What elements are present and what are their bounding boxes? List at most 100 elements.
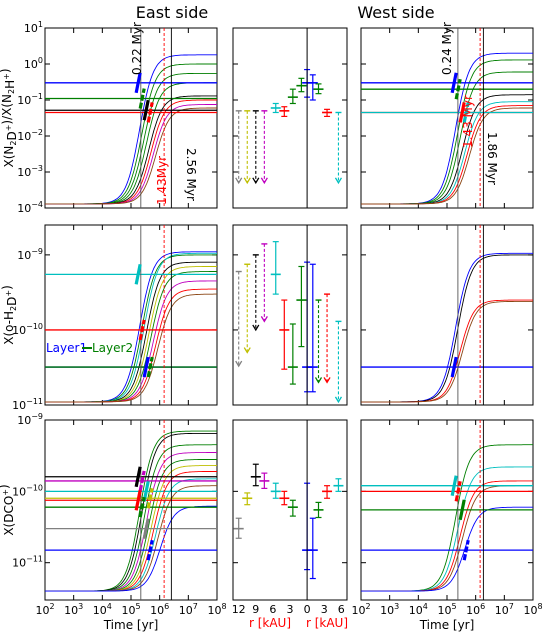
r-tick-label-east: 0 <box>304 603 311 616</box>
row1-ytick-label: 10−4 <box>17 200 43 215</box>
row2-ylabel-sup: + <box>4 290 13 297</box>
row1-west-match-cyan <box>462 102 470 123</box>
row1-east-match-black <box>142 99 150 121</box>
east-time-tick-label: 107 <box>179 602 198 617</box>
row2-ylabel-sub: 2 <box>9 306 18 311</box>
row2-ylabel-part: ) <box>0 285 14 290</box>
row3-west-model-brown <box>361 485 533 592</box>
row1-ylabel-part: D <box>5 131 19 140</box>
row1-middle-panel <box>232 27 348 209</box>
row1-ytick-label-exp: 1 <box>38 20 43 29</box>
west-time-tick-label-exp: 3 <box>394 602 399 611</box>
row3-ytick-label-base: 10 <box>17 414 31 427</box>
east-time-tick-label: 105 <box>121 602 140 617</box>
row3-ylabel: X(DCO+) <box>0 484 16 535</box>
row2-west-panel <box>360 224 534 406</box>
row1-west-match-blue <box>450 72 458 94</box>
west-time-tick-label-exp: 6 <box>480 602 485 611</box>
west-time-tick-label: 107 <box>495 602 514 617</box>
row2-middle-limit-arrow-yellow <box>243 347 251 354</box>
row2-ytick-label-exp: −11 <box>26 397 43 406</box>
row2-east-model-green <box>45 254 217 403</box>
east-time-tick-label-base: 10 <box>150 604 164 617</box>
east-time-tick-label: 102 <box>35 602 54 617</box>
row3-middle-plot-area <box>233 463 344 580</box>
row2-middle-frame <box>232 224 348 406</box>
r-tick-label-east: 9 <box>252 603 259 616</box>
row2-west-match-blue <box>450 356 458 378</box>
legend-layer2: Layer2 <box>92 341 133 355</box>
west-time-tick-label-base: 10 <box>495 604 509 617</box>
row1-west-model-red <box>361 105 533 205</box>
row1-ytick-label-base: 10 <box>17 202 31 215</box>
row2-east-match-red <box>138 319 146 341</box>
row2-middle-limit-arrow-green <box>314 377 323 384</box>
row1-ylabel-sup: + <box>2 73 11 80</box>
east-time-tick-label-exp: 5 <box>135 602 140 611</box>
r-tick-label-west: 6 <box>338 603 345 616</box>
row3-east-model-brown <box>45 485 217 592</box>
row1-west-match-green <box>454 78 462 100</box>
west-time-tick-label-base: 10 <box>409 604 423 617</box>
row2-ylabel-part: D <box>5 297 19 306</box>
row1-ytick-label: 10−1 <box>17 92 43 107</box>
west-side-title: West side <box>357 3 434 22</box>
r-tick-label-west: 3 <box>321 603 328 616</box>
row1-west-model-cyan <box>361 101 533 205</box>
row2-west-plot-area <box>361 225 533 405</box>
row2-middle-limit-arrow-gray <box>235 360 243 368</box>
east-side-title: East side <box>136 3 208 22</box>
row1-middle-frame <box>232 27 348 209</box>
row1-ylabel-sub: 2 <box>9 141 18 146</box>
row1-ytick-label-base: 10 <box>17 94 31 107</box>
row1-east-plot-area <box>45 28 217 208</box>
row3-west-match-green <box>458 499 466 521</box>
r-tick-label-east: 6 <box>269 603 276 616</box>
west-time-tick-label-base: 10 <box>380 604 394 617</box>
row1-ylabel-part: ) <box>0 68 12 73</box>
row3-ytick-label-base: 10 <box>12 557 26 570</box>
row2-middle-plot-area <box>235 241 343 404</box>
row1-ytick-label-exp: −1 <box>31 92 43 101</box>
east-time-tick-label-base: 10 <box>93 604 107 617</box>
row3-west-model-blue <box>361 506 533 592</box>
row3-ytick-label: 10−11 <box>12 555 43 570</box>
row1-ytick-label: 10−3 <box>17 164 43 179</box>
row2-east-model-black <box>45 261 217 403</box>
east-time-tick-label: 108 <box>207 602 226 617</box>
row1-middle-plot-area <box>235 68 343 185</box>
row3-west-match-red <box>454 481 462 502</box>
row1-east-match-blue <box>134 72 142 94</box>
r-xlabel-east: r [kAU] <box>249 616 291 630</box>
row1-west-model-brown <box>361 107 533 205</box>
row3-middle-panel <box>232 419 348 601</box>
west-time-tick-label-base: 10 <box>351 604 365 617</box>
annotation-west-early: 0.24 Myr <box>440 22 454 75</box>
row2-east-panel <box>44 224 218 406</box>
row1-ytick-label-base: 10 <box>24 58 38 71</box>
row1-east-match-green <box>138 88 146 109</box>
row1-middle-limit-arrow-cyan <box>334 177 343 185</box>
west-xlabel: Time [yr] <box>419 618 475 632</box>
row3-ytick-label-exp: −10 <box>26 483 43 492</box>
annotation-east-mid: 1.43Myr <box>155 156 169 205</box>
west-time-tick-label: 103 <box>380 602 399 617</box>
west-time-tick-label-exp: 5 <box>451 602 456 611</box>
row1-east-match-red <box>146 102 154 123</box>
row3-east-match-magenta <box>138 470 146 492</box>
west-time-tick-label-base: 10 <box>437 604 451 617</box>
row2-east-model-yellow <box>45 266 217 403</box>
row1-ytick-label-exp: −4 <box>31 200 43 209</box>
row2-east-model-cyan <box>45 252 217 403</box>
east-time-tick-label-exp: 2 <box>49 602 54 611</box>
row1-ylabel-sub: 2 <box>7 89 16 94</box>
row3-west-panel <box>360 419 534 601</box>
east-time-tick-label-exp: 3 <box>78 602 83 611</box>
row3-west-match-cyan <box>450 475 458 497</box>
row3-ylabel-part: X(DCO <box>2 496 16 536</box>
row2-east-plot-area <box>45 225 217 405</box>
annotation-east-late: 2.56 Myr <box>184 148 198 201</box>
row2-east-match-green <box>146 356 154 378</box>
row1-east-model-brown <box>45 107 217 205</box>
row1-ytick-label-base: 10 <box>24 22 38 35</box>
